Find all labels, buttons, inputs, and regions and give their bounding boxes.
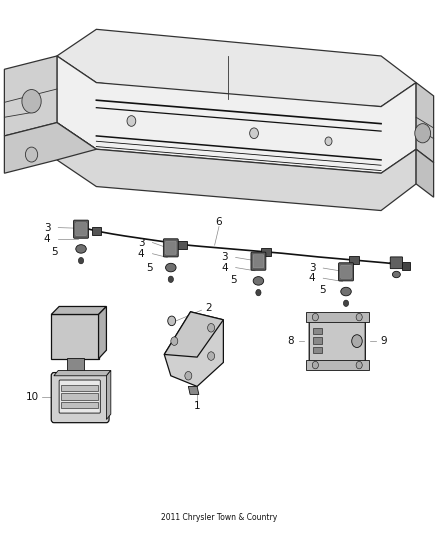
Text: 4: 4 (138, 249, 145, 259)
Ellipse shape (166, 263, 176, 272)
Text: 2: 2 (205, 303, 212, 313)
Circle shape (256, 289, 261, 296)
Text: 4: 4 (309, 273, 315, 283)
Polygon shape (57, 123, 416, 211)
FancyBboxPatch shape (177, 241, 187, 249)
Text: 9: 9 (380, 336, 387, 346)
FancyBboxPatch shape (74, 220, 88, 238)
Polygon shape (57, 56, 416, 173)
Polygon shape (4, 56, 57, 136)
Polygon shape (54, 370, 111, 376)
Circle shape (356, 361, 362, 369)
Text: 5: 5 (147, 263, 153, 272)
Text: 4: 4 (44, 234, 50, 244)
Circle shape (127, 116, 136, 126)
FancyBboxPatch shape (402, 262, 410, 270)
FancyBboxPatch shape (253, 255, 264, 268)
FancyBboxPatch shape (313, 337, 322, 344)
Polygon shape (416, 149, 434, 197)
FancyBboxPatch shape (92, 227, 101, 235)
Circle shape (250, 128, 258, 139)
Text: 10: 10 (26, 392, 39, 402)
Text: 3: 3 (309, 263, 315, 273)
FancyBboxPatch shape (61, 385, 98, 391)
FancyBboxPatch shape (166, 241, 176, 254)
FancyBboxPatch shape (163, 239, 178, 257)
Circle shape (78, 257, 84, 264)
Circle shape (208, 324, 215, 332)
FancyBboxPatch shape (309, 320, 365, 362)
FancyBboxPatch shape (390, 257, 403, 269)
Text: 4: 4 (221, 263, 228, 272)
Text: 3: 3 (138, 238, 145, 247)
Polygon shape (51, 306, 106, 314)
FancyBboxPatch shape (341, 265, 351, 278)
FancyBboxPatch shape (67, 358, 84, 372)
Text: 5: 5 (230, 276, 237, 285)
Circle shape (22, 90, 41, 113)
Circle shape (312, 313, 318, 321)
FancyBboxPatch shape (313, 328, 322, 334)
Circle shape (352, 335, 362, 348)
Polygon shape (106, 370, 111, 419)
Circle shape (168, 276, 173, 282)
Text: 3: 3 (44, 223, 50, 232)
Circle shape (312, 361, 318, 369)
Text: 1: 1 (194, 401, 201, 411)
Polygon shape (188, 386, 199, 394)
Polygon shape (164, 312, 223, 357)
Circle shape (168, 316, 176, 326)
FancyBboxPatch shape (61, 393, 98, 400)
Text: 5: 5 (52, 247, 58, 256)
Ellipse shape (341, 287, 351, 296)
FancyBboxPatch shape (51, 373, 109, 423)
Ellipse shape (253, 277, 264, 285)
Polygon shape (4, 123, 96, 173)
Text: 8: 8 (288, 336, 294, 346)
Polygon shape (164, 312, 223, 386)
Polygon shape (306, 360, 369, 370)
FancyBboxPatch shape (339, 263, 353, 281)
FancyBboxPatch shape (349, 256, 359, 264)
Polygon shape (416, 83, 434, 163)
Text: 5: 5 (320, 286, 326, 295)
Circle shape (415, 124, 431, 143)
Circle shape (185, 372, 192, 380)
Polygon shape (99, 306, 106, 359)
Circle shape (356, 313, 362, 321)
Ellipse shape (392, 271, 400, 278)
Text: 3: 3 (221, 253, 228, 262)
Text: 2011 Chrysler Town & Country: 2011 Chrysler Town & Country (161, 513, 277, 522)
Circle shape (171, 337, 178, 345)
Polygon shape (51, 314, 99, 359)
Circle shape (325, 137, 332, 146)
Circle shape (25, 147, 38, 162)
Polygon shape (57, 29, 416, 107)
FancyBboxPatch shape (59, 380, 100, 413)
FancyBboxPatch shape (251, 252, 266, 270)
Polygon shape (306, 312, 369, 322)
FancyBboxPatch shape (76, 223, 86, 236)
Ellipse shape (76, 245, 86, 253)
Text: 7: 7 (69, 379, 76, 389)
FancyBboxPatch shape (313, 347, 322, 353)
FancyBboxPatch shape (261, 248, 271, 256)
FancyBboxPatch shape (61, 402, 98, 408)
Circle shape (343, 300, 349, 306)
Circle shape (208, 352, 215, 360)
Text: 6: 6 (215, 217, 223, 227)
